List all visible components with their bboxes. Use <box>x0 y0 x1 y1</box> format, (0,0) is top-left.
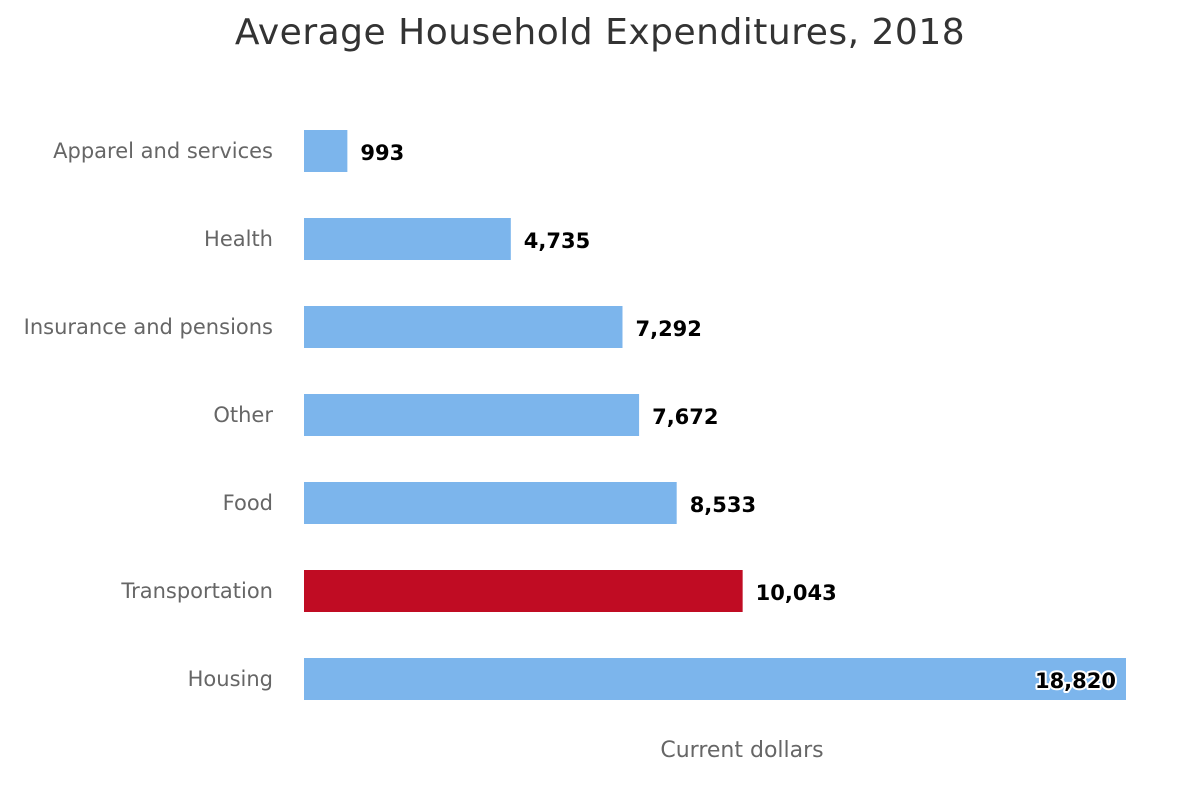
bar-housing <box>304 658 1126 700</box>
category-labels-layer: Apparel and services Health Insurance and … <box>24 139 274 691</box>
category-label-health: Health <box>204 227 273 251</box>
category-label-other: Other <box>213 403 273 427</box>
category-label-housing: Housing <box>188 667 273 691</box>
value-label-insurance-and-pensions: 7,292 <box>635 317 701 341</box>
category-label-food: Food <box>223 491 273 515</box>
bar-apparel-and-services <box>304 130 348 172</box>
category-label-insurance-and-pensions: Insurance and pensions <box>24 315 273 339</box>
bars-layer <box>304 130 1126 700</box>
value-label-housing: 18,820 <box>1035 669 1116 693</box>
category-label-transportation: Transportation <box>120 579 273 603</box>
bar-other <box>304 394 640 436</box>
bar-transportation <box>304 570 743 612</box>
value-label-other: 7,672 <box>652 405 718 429</box>
bar-health <box>304 218 511 260</box>
x-axis-title: Current dollars <box>660 738 823 763</box>
value-label-transportation: 10,043 <box>756 581 837 605</box>
value-labels-layer: 993 4,735 7,292 7,672 8,533 10,043 18,820 <box>360 141 1118 695</box>
value-label-health: 4,735 <box>524 229 590 253</box>
value-label-food: 8,533 <box>690 493 756 517</box>
category-label-apparel-and-services: Apparel and services <box>53 139 273 163</box>
bar-insurance-and-pensions <box>304 306 623 348</box>
value-label-apparel-and-services: 993 <box>360 141 404 165</box>
bar-food <box>304 482 677 524</box>
chart-title: Average Household Expenditures, 2018 <box>234 12 966 53</box>
